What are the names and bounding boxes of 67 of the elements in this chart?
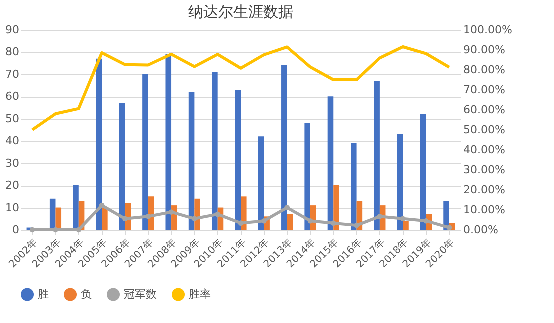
legend-label: 负 xyxy=(81,288,92,301)
y-tick-label: 80 xyxy=(6,46,20,59)
y2-tick-label: 50.00% xyxy=(464,124,506,136)
point xyxy=(284,205,290,210)
bar xyxy=(119,103,126,230)
bar xyxy=(96,58,102,230)
y-tick-label: 30 xyxy=(6,156,20,170)
y-tick-label: 40 xyxy=(6,134,20,148)
chart-title: 纳达尔生涯数据 xyxy=(188,3,294,21)
y-tick-label: 60 xyxy=(6,90,20,104)
y2-tick-label: 90.00% xyxy=(464,44,506,56)
y2-tick-label: 80.00% xyxy=(464,64,506,76)
bar xyxy=(258,136,264,230)
point xyxy=(262,218,267,224)
y2-tick-label: 0.00% xyxy=(464,224,498,236)
y2-tick-label: 20.00% xyxy=(464,184,506,196)
point xyxy=(192,216,198,222)
y2-tick-label: 70.00% xyxy=(464,84,506,96)
y2-tick-label: 40.00% xyxy=(464,144,506,156)
y2-tick-label: 60.00% xyxy=(464,104,506,116)
bar xyxy=(328,96,334,230)
point xyxy=(53,227,58,233)
bar xyxy=(188,92,195,230)
bar xyxy=(374,81,380,230)
y-tick-label: 90 xyxy=(6,24,20,36)
point xyxy=(30,227,36,233)
bar xyxy=(166,54,172,230)
legend-label: 胜 xyxy=(38,288,49,301)
y-tick-label: 70 xyxy=(6,68,20,81)
legend-label: 胜率 xyxy=(189,288,211,301)
bar xyxy=(304,123,310,230)
point xyxy=(400,216,406,222)
point xyxy=(377,214,383,220)
bar xyxy=(235,90,241,230)
point xyxy=(215,212,220,218)
point xyxy=(146,214,152,220)
point xyxy=(168,210,174,215)
point xyxy=(99,202,105,208)
y-tick-label: 10 xyxy=(6,201,20,214)
line-series xyxy=(31,46,451,132)
bar xyxy=(212,72,218,230)
bar xyxy=(420,114,426,230)
y2-tick-label: 30.00% xyxy=(464,164,506,176)
y-tick-label: 50 xyxy=(6,112,20,126)
point xyxy=(238,220,244,226)
bar xyxy=(282,66,288,230)
bar xyxy=(73,186,79,230)
y-tick-label: 0 xyxy=(12,224,20,236)
y-tick-label: 20 xyxy=(6,179,20,192)
bar xyxy=(334,186,340,230)
point xyxy=(122,216,128,222)
y2-tick-label: 10.00% xyxy=(464,204,506,216)
bar xyxy=(403,221,409,230)
bar xyxy=(142,74,148,230)
y2-tick-label: 100.00% xyxy=(464,24,512,36)
legend-label: 冠军数 xyxy=(124,288,157,301)
bar xyxy=(397,134,404,230)
bar xyxy=(102,208,108,230)
point xyxy=(330,220,336,226)
bar xyxy=(56,208,62,230)
point xyxy=(308,218,314,224)
point xyxy=(354,222,360,228)
point xyxy=(76,227,82,233)
point xyxy=(446,225,452,230)
bar xyxy=(287,214,294,230)
bar xyxy=(351,143,357,230)
bar xyxy=(241,196,247,230)
